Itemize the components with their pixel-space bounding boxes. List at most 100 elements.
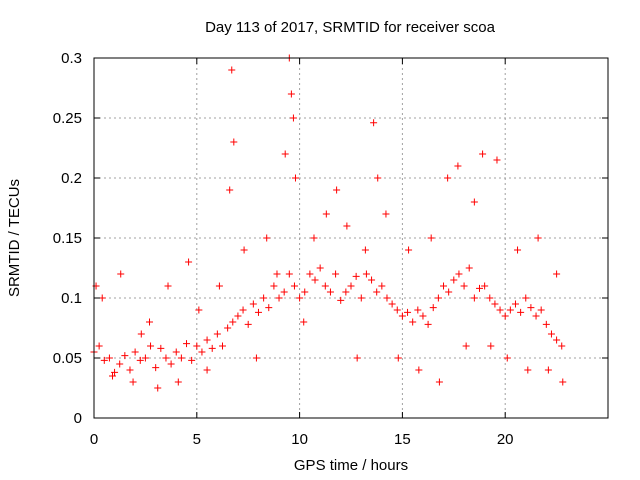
data-point <box>203 336 211 344</box>
data-point <box>506 306 514 314</box>
data-point <box>378 282 386 290</box>
data-point <box>311 276 319 284</box>
data-point <box>368 276 376 284</box>
data-point <box>491 300 499 308</box>
data-point <box>164 282 172 290</box>
data-point <box>517 308 525 316</box>
data-point <box>537 306 545 314</box>
data-point <box>285 270 293 278</box>
data-point <box>244 320 252 328</box>
x-axis-label: GPS time / hours <box>294 457 408 474</box>
data-point <box>479 150 487 158</box>
data-point <box>141 354 149 362</box>
data-point <box>301 288 309 296</box>
data-point <box>263 234 271 242</box>
data-point <box>511 300 519 308</box>
data-point <box>254 308 262 316</box>
data-point <box>434 294 442 302</box>
data-point <box>547 330 555 338</box>
data-point <box>316 264 324 272</box>
data-point <box>357 294 365 302</box>
data-point <box>481 282 489 290</box>
data-point <box>553 270 561 278</box>
data-point <box>188 356 196 364</box>
x-tick-label: 20 <box>497 431 514 448</box>
data-point <box>414 306 422 314</box>
y-tick-label: 0.3 <box>61 50 82 67</box>
data-point <box>393 306 401 314</box>
data-point <box>240 246 248 254</box>
data-point <box>362 270 370 278</box>
axis-ticks: 0 0.05 0.1 0.15 0.2 0.25 0.3 0 5 10 15 20 <box>53 50 608 448</box>
data-point <box>234 312 242 320</box>
data-point <box>280 288 288 296</box>
data-point <box>465 264 473 272</box>
data-point <box>332 270 340 278</box>
x-tick-label: 15 <box>394 431 411 448</box>
data-point <box>152 364 160 372</box>
data-point <box>224 324 232 332</box>
data-point <box>415 366 423 374</box>
data-point <box>427 234 435 242</box>
data-point <box>226 186 234 194</box>
data-point <box>347 282 355 290</box>
data-point <box>174 378 182 386</box>
data-point <box>394 354 402 362</box>
data-point <box>230 138 238 146</box>
data-point <box>208 344 216 352</box>
data-point <box>137 330 145 338</box>
data-point <box>265 304 273 312</box>
y-tick-label: 0.25 <box>53 110 82 127</box>
data-point <box>524 366 532 374</box>
data-point <box>476 284 483 292</box>
x-tick-label: 10 <box>291 431 308 448</box>
data-point <box>281 150 289 158</box>
y-axis-label: SRMTID / TECUs <box>6 179 23 297</box>
data-point <box>198 348 206 356</box>
data-point <box>373 288 381 296</box>
data-point <box>290 282 298 290</box>
data-point <box>444 174 452 182</box>
data-point <box>333 186 341 194</box>
data-point <box>229 318 237 326</box>
data-point <box>306 270 314 278</box>
data-point <box>424 320 432 328</box>
data-point <box>486 294 494 302</box>
data-point <box>382 210 390 218</box>
data-point <box>147 342 155 350</box>
data-point <box>534 234 542 242</box>
data-point <box>343 222 351 230</box>
data-point <box>270 282 278 290</box>
data-point <box>296 294 304 302</box>
data-point <box>503 354 511 362</box>
data-point <box>215 282 223 290</box>
data-point <box>409 318 417 326</box>
data-point <box>287 90 295 98</box>
data-point <box>353 354 361 362</box>
data-point <box>374 174 382 182</box>
data-point <box>185 258 193 266</box>
data-point <box>109 372 117 380</box>
data-point <box>337 296 345 304</box>
data-point <box>496 306 504 314</box>
data-point <box>252 354 260 362</box>
data-point <box>321 282 329 290</box>
data-point <box>193 342 201 350</box>
data-point <box>126 366 134 374</box>
data-point <box>260 294 268 302</box>
data-point <box>405 246 413 254</box>
data-point <box>121 352 129 360</box>
data-point <box>131 348 139 356</box>
data-point <box>291 174 299 182</box>
data-point <box>419 312 427 320</box>
data-point <box>195 306 203 314</box>
data-point <box>440 282 448 290</box>
data-point <box>117 270 125 278</box>
data-point <box>326 288 334 296</box>
data-point <box>429 304 437 312</box>
data-point <box>289 114 297 122</box>
data-point <box>383 294 391 302</box>
data-point <box>275 294 283 302</box>
y-tick-label: 0.2 <box>61 170 82 187</box>
data-point <box>219 342 226 350</box>
